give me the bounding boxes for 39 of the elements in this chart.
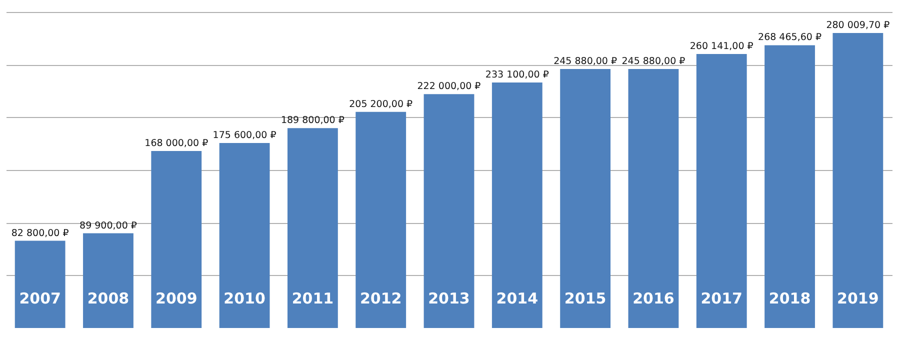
bar — [287, 128, 338, 328]
data-label: 89 900,00 ₽ — [80, 220, 137, 232]
data-label: 280 009,70 ₽ — [826, 20, 890, 32]
bar — [151, 151, 202, 328]
data-label: 175 600,00 ₽ — [212, 130, 276, 142]
bar — [356, 112, 406, 328]
data-label: 268 465,60 ₽ — [758, 32, 822, 44]
x-tick-label: 2014 — [496, 290, 538, 308]
data-label: 168 000,00 ₽ — [144, 138, 208, 150]
data-label: 222 000,00 ₽ — [417, 81, 481, 92]
bar — [219, 143, 270, 328]
x-tick-label: 2008 — [87, 290, 130, 308]
x-tick-label: 2018 — [768, 290, 811, 308]
data-label: 189 800,00 ₽ — [280, 115, 344, 126]
x-tick-label: 2009 — [156, 290, 198, 308]
x-tick-label: 2017 — [700, 290, 742, 308]
bar — [832, 33, 884, 328]
data-label: 82 800,00 ₽ — [11, 228, 69, 239]
bar — [628, 69, 679, 328]
x-tick-label: 2007 — [19, 290, 61, 308]
data-label: 260 141,00 ₽ — [690, 40, 754, 52]
x-tick-label: 2015 — [564, 290, 606, 308]
data-label: 233 100,00 ₽ — [485, 69, 549, 80]
data-label: 245 880,00 ₽ — [622, 56, 686, 68]
bar — [696, 54, 747, 328]
x-tick-label: 2010 — [224, 290, 266, 308]
bar — [14, 240, 66, 328]
bar — [492, 82, 542, 328]
x-tick-label: 2011 — [292, 290, 334, 308]
bar — [560, 69, 611, 328]
data-label: 205 200,00 ₽ — [349, 98, 413, 110]
x-tick-label: 2013 — [428, 290, 470, 308]
bar — [764, 45, 815, 328]
x-tick-label: 2012 — [360, 290, 402, 308]
x-tick-label: 2016 — [632, 290, 674, 308]
data-label: 245 880,00 ₽ — [554, 56, 618, 68]
x-tick-label: 2019 — [837, 290, 879, 308]
bar — [83, 233, 134, 328]
bar — [424, 94, 474, 328]
